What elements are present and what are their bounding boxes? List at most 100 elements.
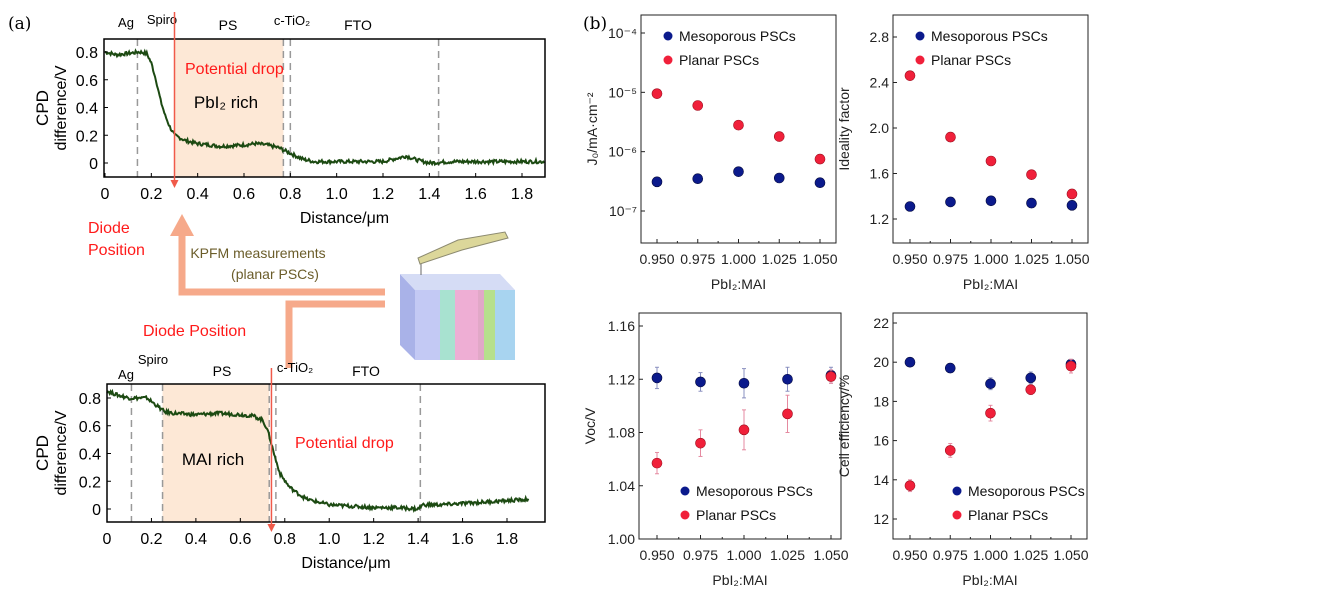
- panel-label-a: (a): [8, 14, 31, 34]
- layer-label: PS: [213, 363, 232, 379]
- layer-label: Ag: [118, 15, 134, 30]
- potential-drop-label: Potential drop: [295, 435, 394, 452]
- x-tick-label: 0.8: [274, 531, 296, 548]
- y-tick-label: 22: [873, 315, 889, 331]
- legend-marker: [915, 31, 925, 41]
- data-point-planar: [904, 480, 916, 491]
- y-tick-label: 0: [89, 156, 98, 173]
- x-tick-label: 1.050: [802, 251, 837, 267]
- x-tick-label: 0.950: [892, 547, 927, 563]
- x-axis-label: PbI₂:MAI: [712, 572, 767, 588]
- x-tick-label: 0.2: [140, 186, 162, 203]
- x-tick-label: 1.6: [465, 186, 487, 203]
- data-point-planar: [651, 457, 663, 469]
- x-tick-label: 0.950: [639, 251, 674, 267]
- data-point-planar: [985, 155, 997, 167]
- x-tick-label: 0.950: [639, 547, 674, 563]
- x-tick-label: 0.975: [680, 251, 715, 267]
- legend-label: Planar PSCs: [931, 52, 1011, 68]
- data-point-planar: [985, 407, 996, 419]
- data-point-mesoporous: [651, 372, 663, 384]
- y-axis-label-line1: CPD: [33, 435, 52, 471]
- legend-label: Planar PSCs: [968, 507, 1048, 523]
- y-tick-label: 1.2: [870, 211, 890, 227]
- diode-position-bottom: Diode Position: [143, 323, 246, 340]
- x-tick-label: 1.025: [762, 251, 797, 267]
- x-tick-label: 0: [101, 186, 110, 203]
- legend-label: Mesoporous PSCs: [931, 28, 1048, 44]
- y-tick-label: 14: [873, 472, 889, 488]
- data-point-planar: [904, 70, 916, 81]
- legend-marker: [952, 486, 962, 496]
- layer-label: c-TiO₂: [277, 360, 313, 375]
- data-point-mesoporous: [1026, 197, 1037, 209]
- x-tick-label: 1.6: [451, 531, 473, 548]
- legend-marker: [680, 510, 690, 520]
- x-tick-label: 1.025: [1014, 251, 1049, 267]
- x-tick-label: 0.975: [933, 547, 968, 563]
- arrowhead-down-icon: [170, 180, 179, 188]
- data-point-planar: [782, 408, 793, 420]
- data-point-planar: [692, 100, 704, 111]
- x-tick-label: 1.050: [1053, 547, 1088, 563]
- y-tick-label: 10⁻⁵: [608, 84, 637, 100]
- x-axis-label: Distance/μm: [300, 210, 389, 227]
- y-tick-label: 0.6: [76, 73, 98, 90]
- data-point-planar: [738, 424, 750, 436]
- x-axis-label: PbI₂:MAI: [711, 276, 766, 292]
- y-tick-label: 0: [92, 502, 101, 519]
- x-tick-label: 1.025: [770, 547, 805, 563]
- x-axis-label: Distance/μm: [301, 555, 390, 572]
- x-tick-label: 1.2: [372, 186, 394, 203]
- data-point-mesoporous: [692, 173, 704, 185]
- legend-label: Mesoporous PSCs: [696, 483, 813, 499]
- data-point-mesoporous: [814, 177, 826, 188]
- x-tick-label: 1.000: [726, 547, 761, 563]
- layer-label: FTO: [344, 17, 372, 33]
- y-axis-label-line1: CPD: [33, 90, 52, 126]
- cantilever-icon: [417, 231, 509, 265]
- data-point-planar: [1066, 188, 1078, 200]
- x-tick-label: 0.6: [233, 186, 255, 203]
- legend-label: Mesoporous PSCs: [679, 28, 796, 44]
- y-tick-label: 0.2: [76, 128, 98, 145]
- x-tick-label: 1.050: [813, 547, 848, 563]
- potential-drop-label: Potential drop: [185, 61, 284, 78]
- x-tick-label: 1.0: [326, 186, 348, 203]
- y-tick-label: 20: [873, 354, 889, 370]
- plot-frame: [638, 312, 842, 540]
- arrow-to-top-diode: [178, 232, 385, 296]
- region-label: PbI₂ rich: [194, 93, 258, 112]
- legend-marker: [680, 486, 690, 496]
- data-point-planar: [1025, 384, 1037, 395]
- data-point-mesoporous: [985, 378, 996, 390]
- scatter-chart-ideality: 0.950 0.975 1.000 1.025 1.050 1.2 1.6 2.0 2.4 2.8…: [836, 14, 1090, 292]
- data-point-planar: [814, 153, 826, 165]
- x-tick-label: 1.000: [973, 547, 1008, 563]
- x-tick-label: 0.2: [140, 531, 162, 548]
- data-point-mesoporous: [695, 376, 706, 388]
- x-tick-label: 0: [103, 531, 112, 548]
- x-tick-label: 1.0: [318, 531, 340, 548]
- y-tick-label: 1.16: [608, 318, 635, 334]
- data-point-planar: [651, 88, 663, 99]
- legend-label: Planar PSCs: [679, 52, 759, 68]
- x-tick-label: 1.000: [973, 251, 1008, 267]
- legend-marker: [952, 510, 962, 520]
- kpfm-label-line2: (planar PSCs): [231, 266, 319, 282]
- region-label: MAI rich: [182, 450, 244, 469]
- x-tick-label: 0.4: [187, 186, 209, 203]
- y-tick-label: 0.8: [76, 45, 98, 62]
- legend-marker: [663, 55, 673, 65]
- data-point-planar: [695, 437, 706, 449]
- diode-position-top-line2: Position: [88, 242, 145, 259]
- panel-label-b: (b): [583, 14, 607, 34]
- x-axis-label: PbI₂:MAI: [962, 572, 1017, 588]
- layer-label: Spiro: [147, 12, 177, 27]
- data-point-mesoporous: [773, 172, 785, 184]
- y-tick-label: 10⁻⁶: [608, 144, 637, 160]
- plot-frame: [892, 14, 1089, 244]
- x-tick-label: 0.950: [892, 251, 927, 267]
- x-tick-label: 1.8: [496, 531, 518, 548]
